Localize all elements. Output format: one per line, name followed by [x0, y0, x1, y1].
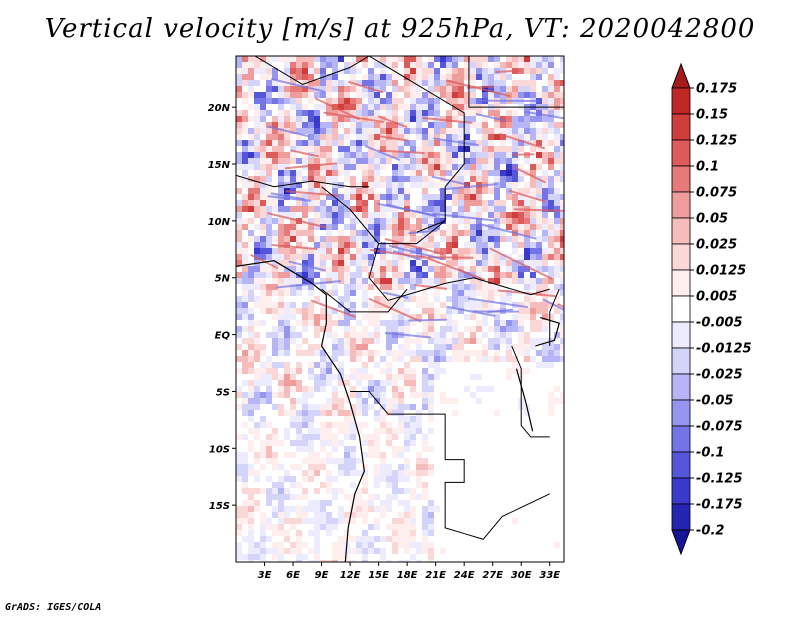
colorbar-segment [671, 373, 691, 401]
colorbar-label: -0.175 [696, 498, 743, 513]
colorbar-segment [671, 425, 691, 453]
x-tick-label: 30E [511, 570, 532, 581]
x-tick-label: 15E [368, 570, 389, 581]
colorbar-label: 0.025 [696, 238, 737, 253]
x-tick-label: 27E [482, 570, 503, 581]
y-axis: 20N 15N 10N 5N EQ 5S 10S 15S [208, 103, 236, 512]
y-tick-label: 15N [208, 160, 231, 171]
colorbar-segment [671, 477, 691, 505]
y-tick-label: 5N [215, 274, 231, 285]
x-tick-label: 24E [454, 570, 475, 581]
colorbar-label: -0.075 [696, 420, 743, 435]
map-layer [236, 56, 564, 562]
colorbar-label: -0.1 [696, 446, 724, 461]
colorbar-segment [671, 321, 691, 349]
colorbar-label: 0.175 [696, 82, 737, 97]
colorbar-label: 0.15 [696, 108, 728, 123]
x-axis: 3E 6E 9E 12E 15E 18E 21E 24E 27E 30E 33E [258, 562, 560, 581]
y-tick-label: 20N [208, 103, 231, 114]
colorbar-segment [671, 269, 691, 297]
colorbar-label: 0.005 [696, 290, 737, 305]
y-tick-label: 15S [209, 501, 230, 512]
colorbar-segment [671, 217, 691, 245]
y-tick-label: EQ [215, 331, 231, 342]
colorbar-segment [671, 295, 691, 323]
colorbar-min-arrow [671, 529, 691, 556]
colorbar-segment [671, 87, 691, 115]
colorbar-label: 0.075 [696, 186, 737, 201]
colorbar-label: -0.0125 [696, 342, 752, 357]
colorbar-segment [671, 243, 691, 271]
x-tick-label: 9E [315, 570, 329, 581]
colorbar-label: -0.125 [696, 472, 743, 487]
colorbar-label: -0.2 [696, 524, 724, 539]
colorbar: 0.175 0.15 0.125 0.1 0.075 0.05 0.025 0.0125 0.0… [671, 62, 752, 556]
y-tick-label: 10S [209, 444, 230, 455]
y-tick-label: 10N [208, 217, 231, 228]
plot-frame [235, 55, 565, 563]
colorbar-label: -0.025 [696, 368, 743, 383]
credit-label: GrADS: IGES/COLA [5, 602, 102, 613]
colorbar-segment [671, 191, 691, 219]
colorbar-label: -0.05 [696, 394, 733, 409]
x-tick-label: 21E [425, 570, 446, 581]
x-tick-label: 6E [286, 570, 300, 581]
x-tick-label: 33E [539, 570, 560, 581]
chart-title: Vertical velocity [m/s] at 925hPa, VT: 2… [44, 14, 756, 44]
colorbar-segment [671, 113, 691, 141]
colorbar-label: 0.1 [696, 160, 719, 175]
x-tick-label: 18E [397, 570, 418, 581]
colorbar-segment [671, 503, 691, 531]
colorbar-label: 0.125 [696, 134, 737, 149]
colorbar-label: 0.0125 [696, 264, 746, 279]
colorbar-max-arrow [671, 62, 691, 89]
colorbar-segment [671, 347, 691, 375]
colorbar-segment [671, 399, 691, 427]
x-tick-label: 3E [258, 570, 272, 581]
x-tick-label: 12E [340, 570, 361, 581]
y-tick-label: 5S [216, 387, 230, 398]
colorbar-segment [671, 139, 691, 167]
colorbar-segment [671, 451, 691, 479]
colorbar-label: 0.05 [696, 212, 728, 227]
colorbar-segment [671, 165, 691, 193]
colorbar-label: -0.005 [696, 316, 743, 331]
